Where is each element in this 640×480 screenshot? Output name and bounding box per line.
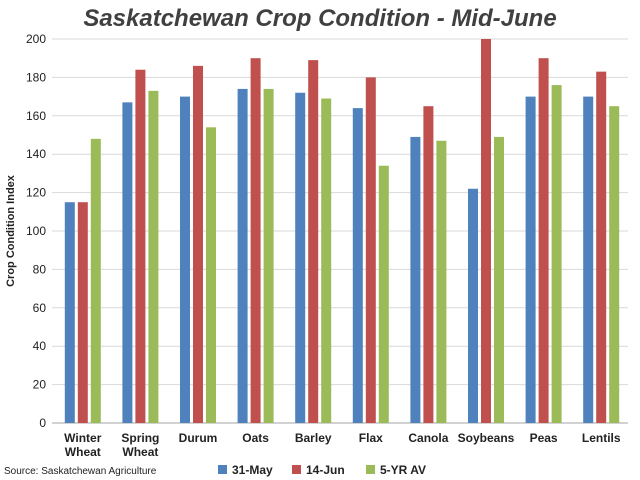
bar-31-may [410,136,421,424]
y-tick-label: 160 [26,109,46,123]
bar-5-yr-av [609,106,620,423]
bar-14-jun [365,77,376,424]
x-category-label: Durum [179,431,218,445]
bars [64,39,620,424]
y-tick-label: 60 [33,301,47,315]
x-category-label: Oats [242,431,269,445]
source-note: Source: Saskatchewan Agriculture [4,466,157,477]
chart-title: Saskatchewan Crop Condition - Mid-June [83,5,556,32]
bar-31-may [64,202,75,423]
x-category-label: Winter [64,431,102,445]
legend-label: 14-Jun [306,463,345,477]
bar-31-may [237,88,248,424]
bar-31-may [122,102,133,424]
x-category-label: Flax [359,431,383,445]
x-category-label: Barley [295,431,332,445]
x-category-label: Soybeans [458,431,515,445]
bar-5-yr-av [378,165,389,423]
bar-14-jun [308,60,319,424]
bar-14-jun [250,58,261,423]
x-category-label: Wheat [122,445,158,459]
x-category-label: Wheat [65,445,101,459]
legend-label: 31-May [232,463,273,477]
bar-5-yr-av [148,90,159,423]
bar-14-jun [596,71,607,423]
y-axis-ticks: 0 20 40 60 80 100 120 140 160 180 200 [26,32,46,430]
y-tick-label: 180 [26,70,46,84]
bar-31-may [180,96,190,423]
legend-swatch [218,465,227,474]
bar-14-jun [538,58,549,423]
bar-5-yr-av [494,136,504,424]
bar-31-may [525,96,536,423]
bar-5-yr-av [551,85,562,423]
y-tick-label: 140 [26,147,46,161]
legend-swatch [366,465,375,474]
bar-31-may [468,188,478,423]
y-tick-label: 100 [26,224,46,238]
bar-31-may [295,92,306,423]
y-axis-label: Crop Condition Index [5,174,17,287]
y-tick-label: 20 [33,378,47,392]
x-category-label: Peas [530,431,558,445]
bar-5-yr-av [436,140,447,423]
y-tick-label: 40 [33,339,47,353]
y-tick-label: 80 [33,262,47,276]
bar-5-yr-av [206,127,216,423]
legend: 31-May 14-Jun 5-YR AV [218,463,426,477]
y-tick-label: 120 [26,186,46,200]
y-tick-label: 200 [26,32,46,46]
y-tick-label: 0 [39,416,46,430]
legend-swatch [292,465,301,474]
bar-31-may [583,96,594,423]
gridlines [52,38,628,424]
x-category-label: Spring [121,431,159,445]
x-category-label: Lentils [582,431,621,445]
bar-14-jun [193,65,203,423]
x-category-label: Canola [408,431,448,445]
bar-5-yr-av [263,88,274,424]
bar-14-jun [481,39,491,423]
bar-14-jun [423,106,434,423]
bar-5-yr-av [90,138,101,423]
legend-label: 5-YR AV [380,463,426,477]
bar-31-may [352,108,363,424]
bar-5-yr-av [321,98,332,424]
bar-14-jun [135,69,146,423]
bar-14-jun [77,202,88,423]
